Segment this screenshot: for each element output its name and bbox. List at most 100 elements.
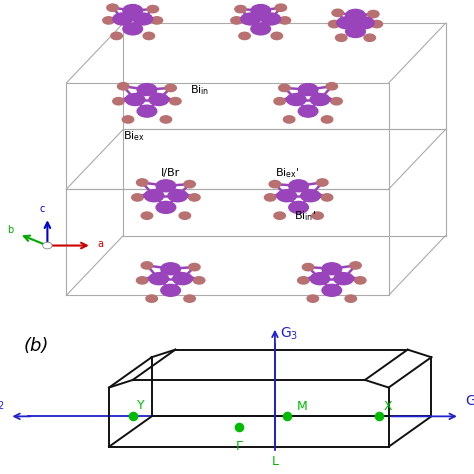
Ellipse shape [264, 194, 276, 201]
Ellipse shape [122, 116, 134, 123]
Ellipse shape [312, 212, 323, 219]
Ellipse shape [355, 17, 374, 29]
Ellipse shape [328, 20, 340, 27]
Ellipse shape [141, 262, 153, 269]
Ellipse shape [289, 201, 309, 213]
Ellipse shape [298, 83, 318, 96]
Ellipse shape [326, 82, 337, 90]
Ellipse shape [143, 32, 155, 39]
Ellipse shape [298, 277, 309, 284]
Point [283, 412, 291, 420]
Ellipse shape [355, 277, 366, 284]
Ellipse shape [137, 83, 157, 96]
Text: G$_1$: G$_1$ [465, 394, 474, 410]
Ellipse shape [274, 212, 285, 219]
Ellipse shape [193, 277, 205, 284]
Text: L: L [272, 455, 278, 468]
Ellipse shape [189, 194, 200, 201]
Point [375, 412, 383, 420]
Text: Y: Y [137, 399, 145, 412]
Ellipse shape [307, 295, 319, 302]
Ellipse shape [241, 13, 260, 25]
Ellipse shape [111, 32, 122, 39]
Ellipse shape [118, 82, 129, 90]
Ellipse shape [286, 93, 306, 106]
Text: M: M [296, 401, 307, 413]
Ellipse shape [346, 9, 365, 21]
Ellipse shape [149, 273, 169, 285]
Ellipse shape [133, 13, 153, 25]
Ellipse shape [156, 180, 176, 192]
Ellipse shape [144, 190, 164, 202]
Text: $\Gamma$: $\Gamma$ [235, 440, 244, 453]
Ellipse shape [137, 105, 157, 117]
Ellipse shape [151, 17, 163, 24]
Ellipse shape [367, 10, 379, 18]
Text: a: a [98, 239, 104, 249]
Ellipse shape [289, 180, 309, 192]
Ellipse shape [149, 93, 169, 106]
Ellipse shape [274, 98, 285, 105]
Ellipse shape [364, 34, 375, 41]
Ellipse shape [184, 181, 195, 188]
Ellipse shape [251, 5, 271, 17]
Ellipse shape [322, 284, 342, 296]
Ellipse shape [184, 295, 195, 302]
Ellipse shape [147, 6, 159, 13]
Ellipse shape [113, 13, 132, 25]
Ellipse shape [261, 13, 281, 25]
Ellipse shape [146, 295, 157, 302]
Text: b: b [7, 225, 14, 235]
Text: X: X [384, 401, 392, 413]
Ellipse shape [137, 179, 148, 186]
Text: I/Br: I/Br [161, 168, 181, 178]
Ellipse shape [337, 17, 356, 29]
Ellipse shape [235, 6, 246, 13]
Ellipse shape [141, 212, 153, 219]
Ellipse shape [239, 32, 250, 39]
Ellipse shape [137, 277, 148, 284]
Text: (b): (b) [24, 337, 49, 356]
Ellipse shape [113, 98, 124, 105]
Text: G$_3$: G$_3$ [280, 325, 298, 342]
Ellipse shape [103, 17, 114, 24]
Ellipse shape [336, 34, 347, 41]
Ellipse shape [298, 105, 318, 117]
Ellipse shape [161, 284, 181, 296]
Ellipse shape [179, 212, 191, 219]
Ellipse shape [123, 5, 143, 17]
Ellipse shape [321, 116, 333, 123]
Ellipse shape [322, 263, 342, 275]
Ellipse shape [125, 93, 145, 106]
Ellipse shape [317, 179, 328, 186]
Ellipse shape [132, 194, 143, 201]
Ellipse shape [332, 9, 344, 17]
Ellipse shape [279, 84, 290, 91]
Ellipse shape [346, 26, 365, 37]
Ellipse shape [279, 17, 291, 24]
Ellipse shape [334, 273, 354, 285]
Ellipse shape [301, 190, 320, 202]
Ellipse shape [107, 4, 118, 11]
Ellipse shape [156, 201, 176, 213]
Point [129, 412, 137, 420]
Text: Bi$_{\mathrm{in}}$: Bi$_{\mathrm{in}}$ [190, 83, 209, 97]
Ellipse shape [168, 190, 188, 202]
Ellipse shape [350, 262, 361, 269]
Ellipse shape [269, 181, 281, 188]
Ellipse shape [310, 93, 330, 106]
Ellipse shape [310, 273, 330, 285]
Text: c: c [40, 204, 46, 214]
Circle shape [43, 242, 52, 249]
Ellipse shape [160, 116, 172, 123]
Text: Bi$_{\mathrm{ex}}$': Bi$_{\mathrm{ex}}$' [275, 166, 300, 180]
Ellipse shape [321, 194, 333, 201]
Ellipse shape [231, 17, 242, 24]
Ellipse shape [302, 264, 314, 271]
Ellipse shape [271, 32, 283, 39]
Ellipse shape [345, 295, 356, 302]
Ellipse shape [275, 4, 287, 11]
Ellipse shape [170, 98, 181, 105]
Ellipse shape [283, 116, 295, 123]
Point [236, 423, 243, 430]
